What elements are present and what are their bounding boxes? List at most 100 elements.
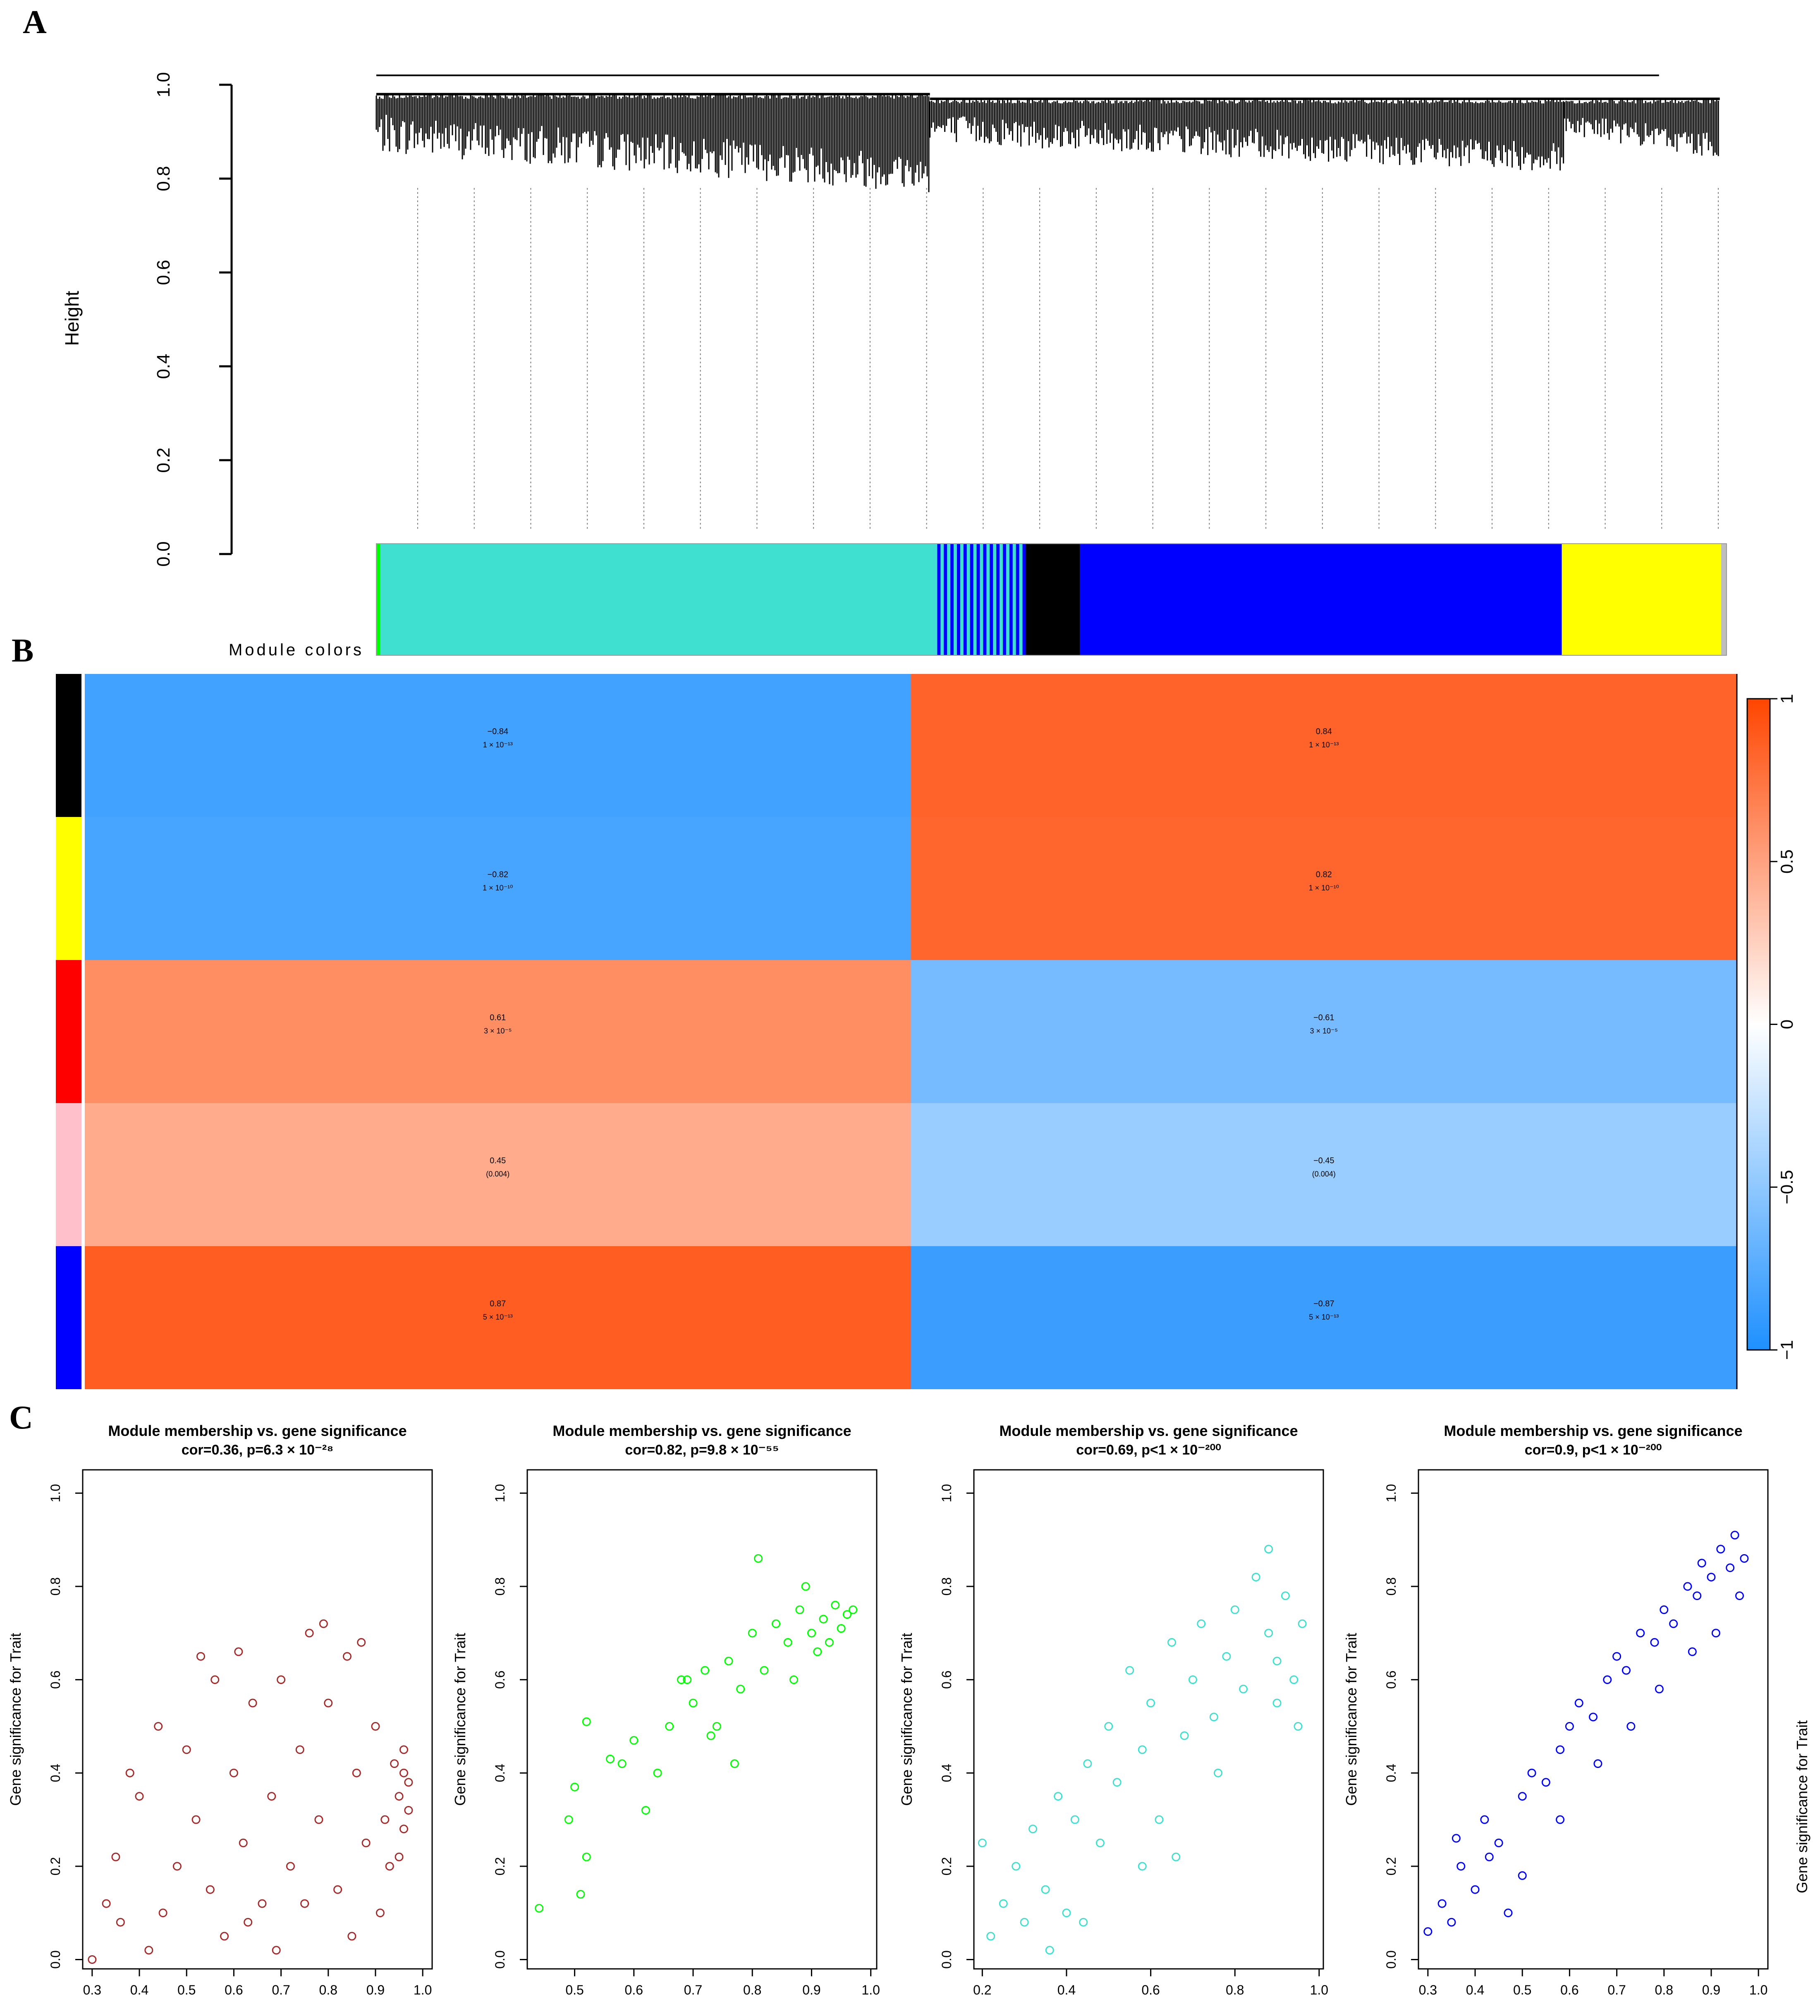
scatter-point [760,1666,769,1675]
module-trait-heatmap: −0.84 1 × 10⁻¹³ 0.84 1 × 10⁻¹³ −0.82 1 × 10⁻¹… [56,674,1796,1389]
scatter-point [706,1731,715,1740]
scatter-point [333,1885,342,1894]
heatmap-cell [85,960,911,1103]
module-color-turquoise-stripe [1006,544,1009,655]
legend-tick-label: −0.5 [1777,1170,1796,1204]
scatter-x-tick-label: 0.9 [802,1983,820,1997]
heatmap-cell [85,1103,911,1246]
scatter-point [404,1778,413,1787]
scatter-point [1726,1563,1735,1572]
scatter-x-tick-label: 0.9 [366,1983,385,1997]
heatmap-cell-pvalue: 5 × 10⁻¹³ [1309,1313,1339,1321]
heatmap-cell-correlation: −0.61 [1313,1013,1335,1022]
heatmap-row-color-marker [56,674,81,817]
scatter-point [1155,1815,1164,1824]
scatter-point [371,1722,380,1731]
scatter-point [206,1885,215,1894]
scatter-point [399,1825,408,1834]
scatter-point [986,1932,995,1941]
heatmap-cell-pvalue: 3 × 10⁻⁵ [1310,1027,1338,1035]
scatter-point [395,1792,404,1801]
scatter-point [564,1815,573,1824]
scatter-point [978,1838,987,1847]
scatter-point [220,1932,229,1941]
scatter-point [1272,1698,1282,1708]
scatter-point [783,1638,792,1647]
scatter-point [1480,1815,1489,1824]
heatmap-cell-correlation: 0.87 [490,1299,506,1308]
scatter-point [191,1815,201,1824]
scatter-point [1655,1684,1664,1694]
scatter-point [1239,1684,1248,1694]
scatter-x-tick-label: 0.5 [1513,1983,1531,1997]
scatter-point [1447,1918,1456,1927]
module-color-turquoise-stripe [1019,544,1023,655]
scatter-y-tick-label: 0.4 [48,1764,63,1782]
scatter-point [1054,1792,1063,1801]
scatter-x-tick-label: 0.8 [1655,1983,1673,1997]
module-color-green [376,544,380,655]
scatter-plot-2: Module membership vs. gene significance c… [452,1422,880,1997]
scatter-point [789,1675,798,1684]
scatter-x-tick-label: 1.0 [861,1983,880,1997]
heatmap-cell-correlation: −0.45 [1313,1156,1335,1165]
scatter-x-tick-label: 0.6 [1560,1983,1578,1997]
scatter-point [701,1666,710,1675]
scatter-x-tick-label: 0.6 [225,1983,243,1997]
scatter-point [570,1782,579,1791]
scatter-point [1735,1591,1744,1600]
scatter-point [1518,1792,1527,1801]
heatmap-row-color-marker [56,960,81,1103]
dendrogram-y-axis-label: Height [61,291,83,346]
heatmap-cell-correlation: 0.82 [1316,870,1332,879]
scatter-x-tick-label: 0.8 [319,1983,337,1997]
dendrogram-y-tick-label: 0.4 [153,354,174,379]
scatter-title: Module membership vs. gene significance [108,1422,407,1439]
scatter-point [1636,1629,1645,1638]
scatter-point [1172,1852,1181,1861]
module-colors-label: Module colors [229,641,364,659]
scatter-x-tick-label: 0.7 [1607,1983,1626,1997]
scatter-point [677,1675,686,1684]
scatter-point [210,1675,220,1684]
scatter-point [1062,1909,1071,1918]
scatter-point [582,1852,591,1861]
scatter-point [582,1717,591,1726]
module-color-turquoise-stripe [980,544,983,655]
scatter-point [1707,1572,1716,1581]
scatter-point [1083,1759,1092,1768]
scatter-point [629,1736,639,1745]
scatter-point [277,1675,286,1684]
scatter-y-tick-label: 0.4 [939,1764,954,1782]
scatter-point [653,1768,662,1777]
scatter-x-tick-label: 0.9 [1702,1983,1720,1997]
scatter-point [395,1852,404,1861]
scatter-point [641,1806,650,1815]
scatter-point [1095,1838,1105,1847]
scatter-point [1298,1619,1307,1628]
scatter-point [1180,1731,1189,1740]
heatmap-cell-correlation: 0.84 [1316,727,1332,736]
scatter-y-tick-label: 0.6 [48,1670,63,1689]
scatter-x-tick-label: 1.0 [414,1983,432,1997]
scatter-point [1621,1666,1631,1675]
scatter-frame [1418,1469,1769,1970]
scatter-point [837,1624,846,1633]
module-color-yellow [1562,544,1721,655]
scatter-y-tick-label: 0.8 [48,1577,63,1596]
scatter-point [1112,1778,1122,1787]
scatter-point [1423,1927,1433,1936]
heatmap-cell-correlation: 0.45 [490,1156,506,1165]
scatter-y-tick-label: 0.6 [493,1670,507,1689]
scatter-point [1070,1815,1079,1824]
scatter-point [1045,1946,1054,1955]
scatter-y-axis-label: Gene significance for Trait [1343,1633,1360,1806]
scatter-point [380,1815,390,1824]
dendrogram-y-tick-label: 0.2 [153,447,174,473]
scatter-point [689,1698,698,1708]
scatter-point [1485,1852,1494,1861]
scatter-point [390,1759,399,1768]
scatter-point [1669,1619,1678,1628]
heatmap-cell [911,674,1737,817]
